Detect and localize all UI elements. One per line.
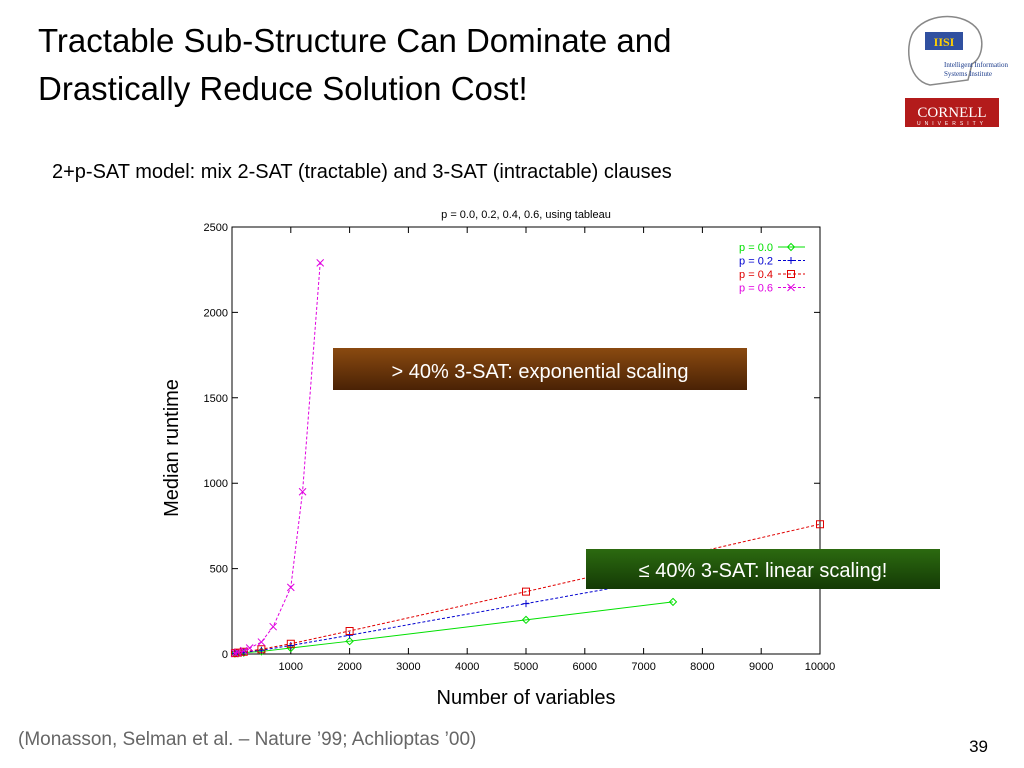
data-point: [286, 639, 295, 648]
data-point: [257, 645, 266, 654]
data-point: [286, 583, 295, 592]
subtitle: 2+p-SAT model: mix 2-SAT (tractable) and…: [52, 161, 672, 183]
data-point: [239, 647, 248, 656]
x-tick-label: 1000: [279, 661, 303, 673]
y-tick-label: 500: [210, 564, 228, 576]
plot-frame: [231, 226, 821, 655]
logo-badge: [925, 32, 963, 50]
x-tick-label: 8000: [690, 661, 714, 673]
data-point: [521, 615, 531, 625]
legend-marker: [787, 257, 795, 264]
x-tick-label: 9000: [749, 661, 773, 673]
legend-marker: [787, 283, 795, 292]
y-tick-label: 1500: [204, 393, 228, 405]
data-point: [316, 259, 325, 267]
data-point: [345, 626, 354, 635]
data-point: [522, 600, 530, 608]
data-point: [816, 520, 824, 529]
data-point: [269, 622, 278, 631]
data-point: [346, 631, 354, 639]
annotation: > 40% 3-SAT: exponential scaling: [391, 361, 688, 383]
logo: IISI Intelligent Information Systems Ins…: [905, 15, 1008, 127]
data-point: [257, 638, 266, 646]
x-tick-label: 4000: [455, 661, 479, 673]
page-number: 39: [969, 737, 988, 756]
x-tick-label: 3000: [396, 661, 420, 673]
annotations: > 40% 3-SAT: exponential scaling ≤ 40% 3…: [333, 348, 940, 589]
logo-caption: Systems Institute: [944, 70, 992, 78]
logo-caption: Intelligent Information: [944, 61, 1008, 69]
data-point: [239, 646, 248, 655]
data-point: [522, 587, 530, 596]
series-line: [234, 523, 821, 654]
x-tick-label: 5000: [514, 661, 538, 673]
y-tick-label: 0: [222, 649, 228, 661]
logo-name: IISI: [934, 35, 955, 49]
data-point: [345, 636, 354, 646]
annotation-box: [586, 549, 940, 589]
annotation-box: [333, 348, 747, 390]
legend-marker: [786, 242, 796, 252]
x-tick-label: 10000: [805, 661, 836, 673]
y-axis-label: Median runtime: [161, 379, 183, 517]
cornell-sub: UNIVERSITY: [917, 121, 987, 127]
series-line: [234, 601, 674, 654]
cornell-name: CORNELL: [917, 105, 986, 121]
legend-label: p = 0.4: [739, 269, 773, 281]
x-tick-label: 2000: [337, 661, 361, 673]
chart-title: p = 0.0, 0.2, 0.4, 0.6, using tableau: [441, 209, 611, 221]
x-axis-label: Number of variables: [437, 687, 616, 709]
legend-label: p = 0.6: [739, 283, 773, 295]
x-tick-label: 7000: [631, 661, 655, 673]
legend-label: p = 0.2: [739, 256, 773, 268]
plot: 0 500 1000 1500 2000 2500 1000 2000 3000 4000 5000…: [204, 222, 836, 673]
y-tick-label: 1000: [204, 478, 228, 490]
data-point: [668, 597, 678, 607]
x-tick-label: 6000: [573, 661, 597, 673]
series-line: [234, 262, 321, 654]
y-tick-label: 2500: [204, 222, 228, 234]
slide-title: Drastically Reduce Solution Cost!: [38, 70, 528, 107]
data-point: [298, 487, 307, 496]
citation: (Monasson, Selman et al. – Nature ’99; A…: [18, 729, 476, 750]
y-tick-label: 2000: [204, 307, 228, 319]
data-point: [245, 644, 254, 652]
data-point: [234, 648, 242, 657]
data-point: [231, 649, 239, 657]
slide-title: Tractable Sub-Structure Can Dominate and: [38, 22, 671, 59]
legend-label: p = 0.0: [739, 242, 773, 254]
data-point: [287, 641, 295, 649]
head-outline: [908, 15, 983, 86]
series-line: [234, 576, 674, 654]
annotation: ≤ 40% 3-SAT: linear scaling!: [639, 560, 888, 582]
cornell-box: [905, 98, 999, 127]
legend-marker: [787, 270, 795, 278]
